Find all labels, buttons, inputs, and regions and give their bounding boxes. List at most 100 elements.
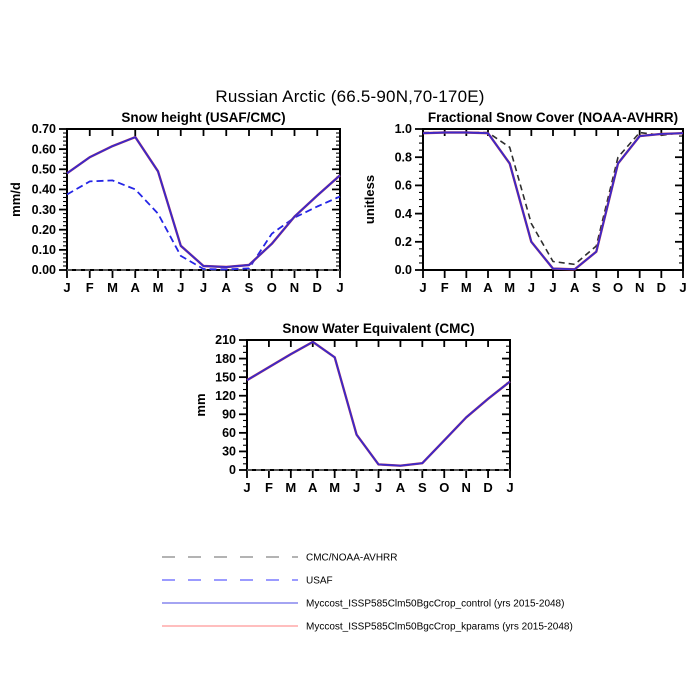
x-tick-label: J bbox=[375, 480, 382, 495]
y-tick-label: 1.0 bbox=[395, 122, 412, 136]
x-tick-label: A bbox=[222, 280, 232, 295]
x-tick-label: S bbox=[245, 280, 254, 295]
chart-fractional-snow-cover: 0.00.20.40.60.81.0J F M A M J J A S O N D JFractiona… bbox=[362, 110, 687, 295]
legend-label: USAF bbox=[306, 576, 333, 587]
legend-item: USAF bbox=[162, 576, 333, 587]
legend-item: Myccost_ISSP585Clm50BgcCrop_kparams (yrs… bbox=[162, 622, 573, 633]
y-tick-label: 0.30 bbox=[32, 203, 56, 217]
x-tick-label: A bbox=[483, 280, 493, 295]
plot-box bbox=[422, 128, 684, 271]
x-tick-label: M bbox=[329, 480, 340, 495]
x-tick-label: F bbox=[441, 280, 449, 295]
chart-title: Snow Water Equivalent (CMC) bbox=[282, 321, 474, 336]
x-tick-label: F bbox=[265, 480, 273, 495]
y-tick-label: 0.0 bbox=[395, 263, 412, 277]
y-tick-label: 60 bbox=[222, 426, 236, 440]
x-tick-label: J bbox=[200, 280, 207, 295]
legend: CMC/NOAA-AVHRR USAF Myccost_ISSP585Clm50Bg… bbox=[162, 553, 573, 633]
y-tick-label: 0.70 bbox=[32, 122, 56, 136]
legend-item: CMC/NOAA-AVHRR bbox=[162, 553, 397, 564]
y-tick-label: 150 bbox=[215, 370, 236, 384]
series-group bbox=[66, 135, 341, 271]
y-tick-label: 0.60 bbox=[32, 142, 56, 156]
y-tick-label: 0.20 bbox=[32, 223, 56, 237]
plot-box bbox=[246, 339, 511, 471]
page-title: Russian Arctic (66.5-90N,70-170E) bbox=[215, 87, 485, 106]
x-tick-label: M bbox=[504, 280, 515, 295]
series-line-3 bbox=[66, 136, 341, 268]
series-line-1 bbox=[422, 131, 684, 271]
y-axis: 0.00 0.10 0.20 0.30 0.40 0.50 0.60 0.70 bbox=[32, 122, 340, 277]
y-tick-label: 90 bbox=[222, 407, 236, 421]
y-axis-label: mm bbox=[193, 393, 208, 416]
y-axis-label: mm/d bbox=[8, 182, 23, 217]
y-axis-label: unitless bbox=[362, 175, 377, 224]
x-tick-label: S bbox=[418, 480, 427, 495]
legend-label: CMC/NOAA-AVHRR bbox=[306, 553, 397, 564]
x-tick-label: J bbox=[549, 280, 556, 295]
x-tick-label: M bbox=[107, 280, 118, 295]
x-tick-label: J bbox=[177, 280, 184, 295]
x-tick-label: F bbox=[86, 280, 94, 295]
x-tick-label: M bbox=[285, 480, 296, 495]
x-tick-label: A bbox=[570, 280, 580, 295]
y-tick-label: 0.40 bbox=[32, 183, 56, 197]
x-tick-label: J bbox=[63, 280, 70, 295]
x-tick-label: J bbox=[528, 280, 535, 295]
y-axis: 0 30 60 90 120 150 180 210 bbox=[215, 333, 510, 477]
x-tick-label: O bbox=[267, 280, 277, 295]
y-tick-label: 180 bbox=[215, 352, 236, 366]
y-tick-label: 210 bbox=[215, 333, 236, 347]
x-tick-label: J bbox=[353, 480, 360, 495]
x-tick-label: J bbox=[419, 280, 426, 295]
chart-snow-height: 0.000.100.200.300.400.500.600.70J F M A M J J A… bbox=[8, 110, 344, 295]
series-line-1 bbox=[246, 340, 511, 467]
series-line-2 bbox=[246, 340, 511, 467]
x-tick-label: M bbox=[461, 280, 472, 295]
series-group bbox=[246, 340, 511, 471]
y-tick-label: 120 bbox=[215, 389, 236, 403]
x-tick-label: D bbox=[657, 280, 666, 295]
chart-title: Fractional Snow Cover (NOAA-AVHRR) bbox=[428, 110, 678, 125]
x-tick-label: A bbox=[308, 480, 318, 495]
y-tick-label: 30 bbox=[222, 445, 236, 459]
x-tick-label: J bbox=[679, 280, 686, 295]
y-axis: 0.0 0.2 0.4 0.6 0.8 1.0 bbox=[395, 122, 683, 277]
y-tick-label: 0 bbox=[229, 463, 236, 477]
x-tick-label: A bbox=[396, 480, 406, 495]
series-group bbox=[422, 131, 684, 271]
x-tick-label: J bbox=[243, 480, 250, 495]
x-tick-label: M bbox=[153, 280, 164, 295]
y-tick-label: 0.8 bbox=[395, 150, 412, 164]
plot-box bbox=[66, 128, 341, 271]
x-tick-label: N bbox=[461, 480, 470, 495]
x-tick-label: O bbox=[439, 480, 449, 495]
y-tick-label: 0.4 bbox=[395, 207, 412, 221]
x-tick-label: N bbox=[635, 280, 644, 295]
series-line-2 bbox=[66, 135, 341, 269]
x-tick-label: D bbox=[483, 480, 492, 495]
x-tick-label: J bbox=[506, 480, 513, 495]
y-tick-label: 0.6 bbox=[395, 179, 412, 193]
legend-label: Myccost_ISSP585Clm50BgcCrop_kparams (yrs… bbox=[306, 622, 573, 633]
series-line-1 bbox=[66, 179, 341, 271]
x-tick-label: D bbox=[313, 280, 322, 295]
x-tick-label: O bbox=[613, 280, 623, 295]
legend-item: Myccost_ISSP585Clm50BgcCrop_control (yrs… bbox=[162, 599, 564, 610]
x-tick-label: N bbox=[290, 280, 299, 295]
x-tick-label: S bbox=[592, 280, 601, 295]
series-line-0 bbox=[423, 131, 684, 266]
y-tick-label: 0.2 bbox=[395, 235, 412, 249]
chart-title: Snow height (USAF/CMC) bbox=[121, 110, 285, 125]
x-tick-label: A bbox=[131, 280, 141, 295]
series-line-2 bbox=[422, 131, 684, 271]
y-tick-label: 0.00 bbox=[32, 263, 56, 277]
y-tick-label: 0.50 bbox=[32, 162, 56, 176]
y-tick-label: 0.10 bbox=[32, 243, 56, 257]
x-tick-label: J bbox=[336, 280, 343, 295]
